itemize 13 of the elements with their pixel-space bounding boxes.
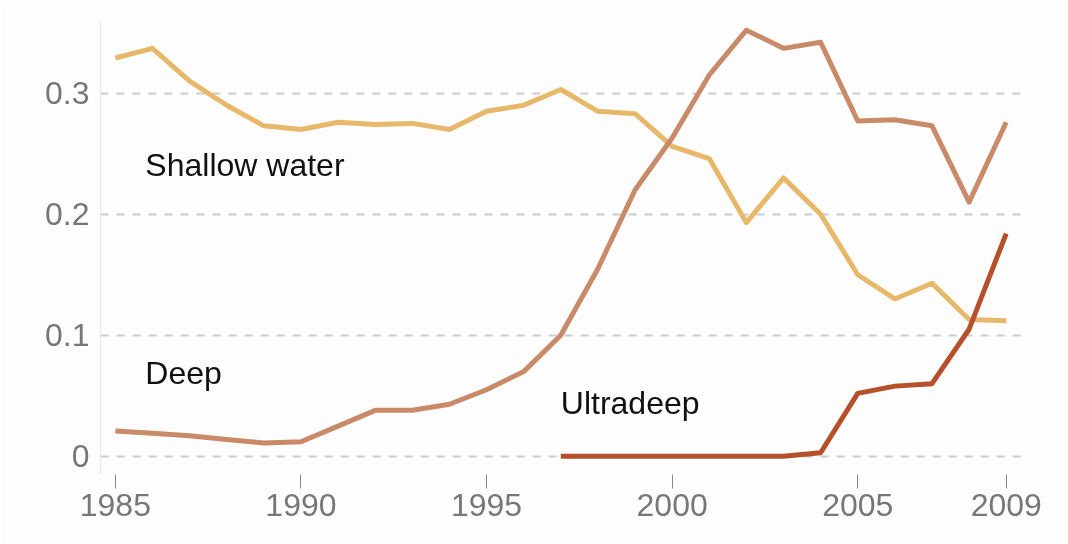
x-tick-label: 2005 [822,486,894,523]
x-tick-label: 2000 [636,486,708,523]
y-tick-label: 0.2 [45,196,90,233]
series-label: Deep [145,354,222,391]
x-tick-label: 1990 [265,486,337,523]
y-tick-label: 0 [71,438,90,475]
series-label: Shallow water [145,147,345,184]
series-label: Ultradeep [560,385,700,422]
y-tick-label: 0.1 [45,317,90,354]
x-tick-label: 2009 [970,486,1042,523]
y-tick-label: 0.3 [45,75,90,112]
x-tick-label: 1985 [79,486,151,523]
x-tick-label: 1995 [450,486,523,523]
